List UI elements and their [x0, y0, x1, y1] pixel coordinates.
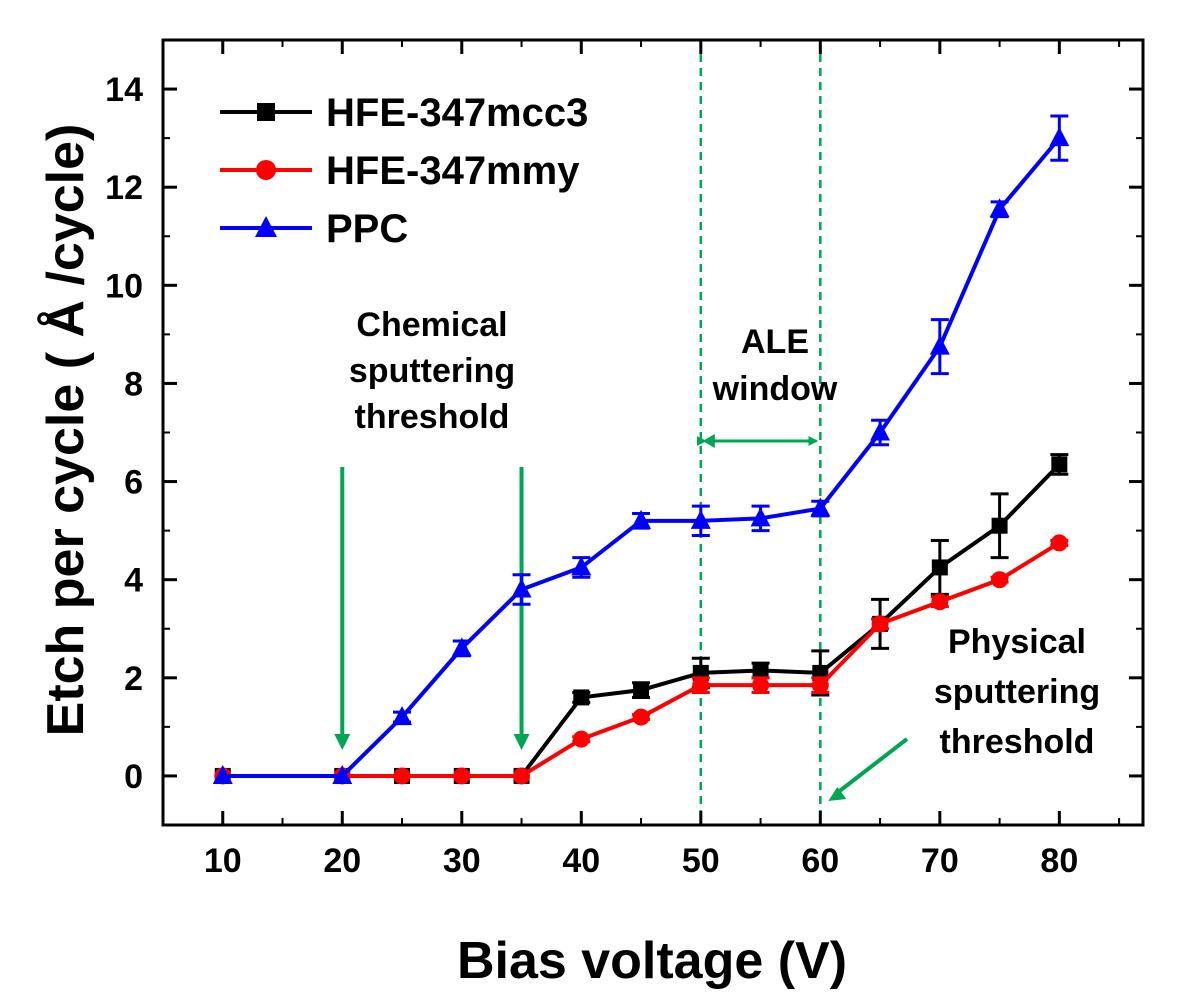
data-point: [931, 559, 948, 576]
y-tick-label: 12: [105, 169, 143, 207]
data-point: [451, 637, 472, 657]
annotation-line: Chemical: [356, 306, 507, 344]
data-point: [810, 497, 831, 517]
data-point: [332, 764, 353, 784]
chemical-threshold-label: Chemical sputtering threshold: [349, 306, 515, 436]
data-point: [392, 706, 413, 726]
series-line: [222, 136, 1061, 778]
data-point: [811, 676, 829, 694]
data-point: [632, 708, 650, 726]
data-point: [573, 689, 590, 706]
data-point: [692, 676, 710, 694]
legend-item-hfe347mmy: HFE-347mmy: [220, 149, 580, 193]
data-point: [511, 578, 532, 598]
series-layer: [212, 114, 1070, 785]
physical-threshold-label: Physical sputtering threshold: [934, 623, 1100, 761]
physical-threshold-arrow: [837, 737, 909, 794]
ale-window-label: ALE window: [712, 323, 838, 408]
y-axis-title: Etch per cycle ( Å /cycle): [37, 124, 95, 737]
annotation-line: window: [712, 370, 838, 408]
x-tick-label: 20: [323, 842, 361, 880]
data-point: [871, 615, 889, 633]
chemical-threshold-arrowhead: [334, 734, 351, 750]
chemical-threshold-arrowhead: [513, 734, 530, 750]
x-tick-label: 40: [562, 842, 600, 880]
annotation-line: threshold: [940, 723, 1095, 761]
annotation-line: sputtering: [349, 352, 515, 390]
annotation-line: Physical: [948, 623, 1086, 661]
y-tick-label: 4: [124, 562, 143, 600]
ale-window-arrowhead-left: [702, 434, 715, 448]
series-hfe-347mmy: [214, 534, 1069, 785]
data-point: [571, 556, 592, 576]
data-point: [393, 767, 411, 785]
y-tick-label: 0: [124, 758, 143, 796]
x-tick-label: 60: [801, 842, 839, 880]
data-point: [931, 593, 949, 611]
legend-item-hfe347mcc3: HFE-347mcc3: [220, 91, 588, 135]
legend-circle-icon: [256, 160, 276, 180]
legend: HFE-347mcc3 HFE-347mmy PPC: [220, 91, 588, 251]
y-tick-label: 6: [124, 464, 143, 502]
legend-label: HFE-347mcc3: [326, 91, 588, 135]
data-point: [572, 730, 590, 748]
x-tick-label: 50: [682, 842, 720, 880]
x-tick-label: 70: [921, 842, 959, 880]
x-tick-label: 30: [443, 842, 481, 880]
y-tick-label: 2: [124, 660, 143, 698]
data-point: [991, 517, 1008, 534]
x-axis-title: Bias voltage (V): [457, 932, 847, 990]
annotation-line: sputtering: [934, 673, 1100, 711]
x-tick-label: 80: [1040, 842, 1078, 880]
axis-ticks: 10 20 30 40 50 60 70 80 0 2 4 6 8 10 12 14: [105, 39, 1143, 880]
x-tick-label: 10: [204, 842, 242, 880]
legend-label: PPC: [326, 207, 408, 251]
data-point: [929, 335, 950, 355]
data-point: [991, 571, 1009, 589]
data-point: [1051, 456, 1068, 473]
legend-triangle-icon: [255, 216, 277, 237]
data-point: [752, 662, 769, 679]
legend-square-icon: [257, 103, 275, 121]
legend-item-ppc: PPC: [220, 207, 408, 251]
series-ppc: [212, 114, 1070, 784]
data-point: [750, 507, 771, 527]
data-point: [513, 767, 531, 785]
series-line: [222, 541, 1061, 778]
data-point: [212, 764, 233, 784]
legend-label: HFE-347mmy: [326, 149, 580, 193]
data-point: [1049, 127, 1070, 147]
y-tick-label: 10: [105, 267, 143, 305]
data-point: [752, 676, 770, 694]
annotation-lines: [334, 40, 909, 825]
annotation-line: ALE: [741, 323, 809, 361]
data-point: [989, 198, 1010, 218]
annotation-line: threshold: [355, 398, 510, 436]
physical-threshold-arrowhead: [828, 787, 847, 801]
data-point: [690, 509, 711, 529]
data-point: [870, 421, 891, 441]
y-tick-label: 8: [124, 365, 143, 403]
data-point: [631, 509, 652, 529]
data-point: [1050, 534, 1068, 552]
data-point: [633, 682, 650, 699]
y-tick-label: 14: [105, 71, 143, 109]
data-point: [453, 767, 471, 785]
